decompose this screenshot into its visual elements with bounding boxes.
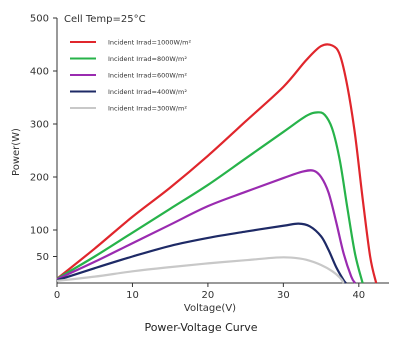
chart-title: Power-Voltage Curve — [144, 321, 257, 334]
legend-label: Incident Irrad=1000W/m² — [108, 39, 191, 47]
x-tick-label: 20 — [202, 290, 215, 301]
temperature-annotation: Cell Temp=25°C — [64, 14, 146, 25]
series-line-1 — [56, 43, 378, 284]
legend: Incident Irrad=1000W/m² Incident Irrad=80… — [70, 39, 191, 113]
x-ticks: 0 10 20 30 40 — [54, 283, 365, 301]
y-tick-label: 400 — [30, 67, 49, 78]
series-line-4 — [56, 222, 347, 284]
legend-label: Incident Irrad=400W/m² — [108, 88, 187, 96]
legend-label: Incident Irrad=600W/m² — [108, 72, 187, 80]
x-tick-label: 0 — [54, 290, 60, 301]
y-tick-label: 500 — [30, 14, 49, 25]
legend-label: Incident Irrad=800W/m² — [108, 55, 187, 63]
y-tick-label: 50 — [36, 252, 49, 263]
y-tick-label: 100 — [30, 226, 49, 237]
series-line-3 — [56, 169, 356, 284]
x-tick-label: 30 — [277, 290, 290, 301]
y-ticks: 50 100 200 300 400 500 — [30, 14, 57, 263]
y-tick-label: 300 — [30, 120, 49, 131]
series-line-2 — [56, 111, 364, 284]
x-tick-label: 10 — [126, 290, 139, 301]
x-tick-label: 40 — [352, 290, 365, 301]
axes — [56, 18, 389, 284]
y-tick-label: 200 — [30, 173, 49, 184]
series-line-5 — [56, 256, 345, 284]
y-axis-label: Power(W) — [11, 128, 22, 176]
x-axis-label: Voltage(V) — [184, 303, 236, 314]
series-lines — [56, 43, 378, 284]
legend-label: Incident Irrad=300W/m² — [108, 105, 187, 113]
